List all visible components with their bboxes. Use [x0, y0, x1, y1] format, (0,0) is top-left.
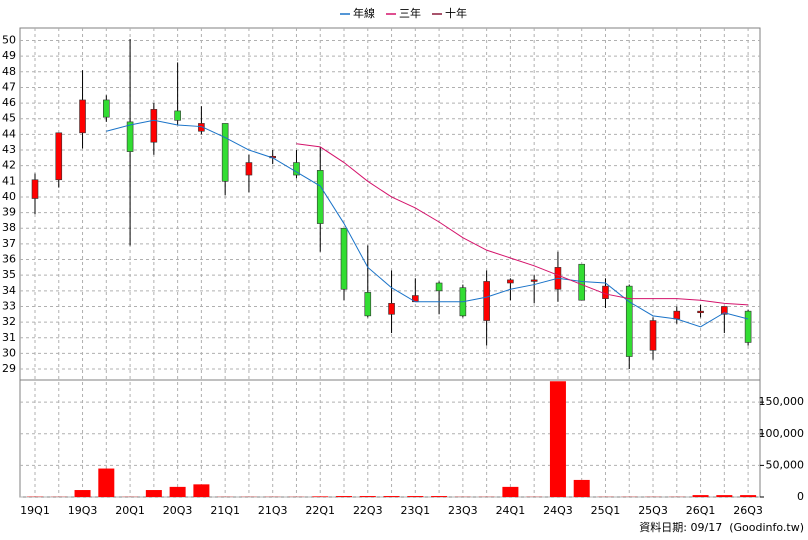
y-tick-label: 42	[2, 159, 16, 172]
volume-bar	[74, 490, 91, 497]
volume-bar	[549, 381, 566, 497]
x-tick-label: 21Q3	[258, 504, 288, 517]
candle-body	[530, 279, 538, 282]
plot-frame	[19, 27, 761, 498]
candle-body	[578, 263, 586, 301]
x-tick-label: 25Q1	[591, 504, 621, 517]
legend-label: 年線	[353, 6, 375, 20]
ma-line	[296, 143, 749, 306]
volume-bar	[502, 486, 519, 497]
candle-body	[55, 132, 63, 181]
volume-bar	[98, 468, 115, 497]
volume-bar	[431, 496, 448, 497]
x-tick-label: 24Q3	[543, 504, 573, 517]
y2-tick-label: 150,000	[759, 395, 805, 408]
candle-body	[150, 109, 158, 143]
x-tick-label: 22Q3	[353, 504, 383, 517]
y-tick-label: 50	[2, 34, 16, 47]
candle-body	[340, 227, 348, 290]
candle-body	[507, 279, 514, 284]
y-tick-label: 44	[2, 127, 16, 140]
candle-body	[103, 99, 110, 118]
volume-bar	[359, 496, 376, 497]
y-tick-label: 30	[2, 346, 16, 359]
y-tick-label: 34	[2, 284, 16, 297]
x-tick-label: 19Q1	[20, 504, 50, 517]
y2-tick-label: 100,000	[759, 427, 805, 440]
y2-tick-label: 50,000	[766, 458, 805, 471]
volume-bar	[383, 496, 400, 497]
x-tick-label: 24Q1	[496, 504, 526, 517]
volume-bar	[692, 495, 709, 497]
volume-bar	[145, 490, 162, 497]
candle-body	[673, 310, 681, 320]
candle-body	[293, 162, 300, 176]
volume-bar	[573, 479, 590, 497]
y-tick-label: 43	[2, 143, 16, 156]
candle-body	[721, 306, 728, 315]
candle-body	[602, 285, 609, 299]
y-tick-label: 35	[2, 268, 16, 281]
candle-body	[744, 310, 752, 343]
candle-body	[245, 162, 253, 176]
footer: 資料日期: 09/17 (Goodinfo.tw)	[639, 520, 804, 534]
candle-body	[316, 170, 324, 224]
volume-bar	[193, 484, 210, 497]
x-tick-label: 26Q1	[686, 504, 716, 517]
legend-label: 三年	[399, 6, 421, 20]
candle-body	[31, 179, 39, 199]
volume-bar	[716, 495, 733, 497]
y-tick-label: 45	[2, 112, 16, 125]
x-tick-label: 19Q3	[68, 504, 98, 517]
candle-body	[221, 123, 229, 182]
candle-body	[79, 99, 86, 134]
x-tick-label: 20Q3	[163, 504, 193, 517]
y-tick-label: 46	[2, 96, 16, 109]
x-tick-label: 21Q1	[210, 504, 240, 517]
y-tick-label: 31	[2, 331, 16, 344]
candle-body	[198, 123, 205, 132]
x-tick-label: 20Q1	[115, 504, 145, 517]
y-tick-label: 29	[2, 362, 16, 375]
volume-bar	[169, 486, 186, 497]
candle-body	[697, 310, 704, 314]
x-tick-label: 22Q1	[305, 504, 335, 517]
volume-bar	[740, 495, 757, 497]
y-tick-label: 33	[2, 299, 16, 312]
y-tick-label: 38	[2, 221, 16, 234]
candle-body	[388, 303, 395, 315]
y-tick-label: 48	[2, 65, 16, 78]
legend-label: 十年	[445, 6, 467, 20]
y-tick-label: 49	[2, 49, 16, 62]
candle-body	[126, 121, 134, 152]
y-tick-label: 41	[2, 174, 16, 187]
x-tick-label: 26Q3	[733, 504, 763, 517]
candle-body	[649, 320, 657, 351]
x-tick-label: 23Q3	[448, 504, 478, 517]
candle-body	[364, 292, 372, 317]
ma-line	[106, 119, 749, 328]
candle-body	[435, 282, 443, 292]
y2-tick-label: 0	[797, 490, 804, 503]
y-tick-label: 37	[2, 237, 16, 250]
candle-body	[625, 285, 633, 357]
candle-body	[174, 110, 181, 121]
y-tick-label: 47	[2, 80, 16, 93]
volume-bar	[312, 496, 329, 497]
candle-body	[483, 281, 490, 321]
volume-bar	[407, 496, 424, 497]
y-tick-label: 39	[2, 206, 16, 219]
x-tick-label: 25Q3	[638, 504, 668, 517]
volume-bar	[336, 496, 353, 497]
y-tick-label: 32	[2, 315, 16, 328]
y-tick-label: 40	[2, 190, 16, 203]
y-tick-label: 36	[2, 253, 16, 266]
x-tick-label: 23Q1	[400, 504, 430, 517]
